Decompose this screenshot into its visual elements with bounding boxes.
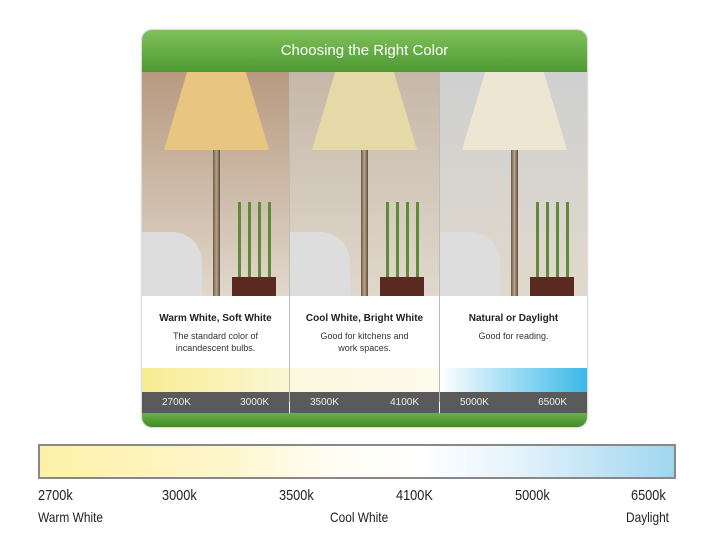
color-temperature-gradient-bar <box>38 444 676 479</box>
plant-pot <box>380 277 424 296</box>
column-heading: Cool White, Bright White <box>305 313 424 324</box>
tick-3000: 3000k <box>162 487 197 504</box>
column-cool: Cool White, Bright White Good for kitche… <box>290 72 440 413</box>
kelvin-bar: 3500K 4100K <box>290 392 439 413</box>
kelvin-low: 3500K <box>310 397 339 408</box>
column-description: Good for reading. <box>478 331 549 341</box>
tick-4100: 4100K <box>396 487 433 504</box>
sofa <box>440 232 500 296</box>
column-description: The standard color of incandescent bulbs… <box>172 331 259 353</box>
tick-6500: 6500k <box>631 487 666 504</box>
tick-5000: 5000k <box>515 487 550 504</box>
kelvin-bar: 5000K 6500K <box>440 392 587 413</box>
lamp-pole <box>213 150 220 296</box>
plant-pot <box>232 277 276 296</box>
lamp-photo <box>440 72 587 296</box>
sofa <box>290 232 350 296</box>
column-heading: Natural or Daylight <box>468 313 559 324</box>
column-text: Natural or Daylight Good for reading. <box>440 296 587 368</box>
plant-pot <box>530 277 574 296</box>
label-warm-white: Warm White <box>38 509 104 525</box>
lamp-pole <box>511 150 518 296</box>
column-text: Cool White, Bright White Good for kitche… <box>290 296 439 368</box>
card-footer <box>142 413 587 427</box>
column-text: Warm White, Soft White The standard colo… <box>142 296 289 368</box>
tick-3500: 3500k <box>279 487 314 504</box>
column-daylight: Natural or Daylight Good for reading. 50… <box>440 72 587 413</box>
lamp-pole <box>361 150 368 296</box>
kelvin-high: 4100K <box>390 397 419 408</box>
kelvin-high: 3000K <box>240 397 269 408</box>
column-gradient <box>142 368 289 392</box>
column-description: Good for kitchens and work spaces. <box>320 331 409 353</box>
color-chart-card: Choosing the Right Color Warm White, Sof… <box>142 30 587 427</box>
card-title: Choosing the Right Color <box>142 30 587 72</box>
lamp-photo <box>142 72 289 296</box>
kelvin-high: 6500K <box>538 397 567 408</box>
lamp-photo <box>290 72 439 296</box>
lampshade <box>312 72 417 150</box>
label-daylight: Daylight <box>626 509 670 525</box>
kelvin-low: 5000K <box>460 397 489 408</box>
column-gradient <box>290 368 439 392</box>
label-cool-white: Cool White <box>330 509 389 525</box>
lampshade <box>164 72 269 150</box>
column-heading: Warm White, Soft White <box>159 313 272 324</box>
column-warm: Warm White, Soft White The standard colo… <box>142 72 290 413</box>
lampshade <box>462 72 567 150</box>
kelvin-low: 2700K <box>162 397 191 408</box>
sofa <box>142 232 202 296</box>
tick-2700: 2700k <box>38 487 73 504</box>
kelvin-bar: 2700K 3000K <box>142 392 289 413</box>
column-gradient <box>440 368 587 392</box>
